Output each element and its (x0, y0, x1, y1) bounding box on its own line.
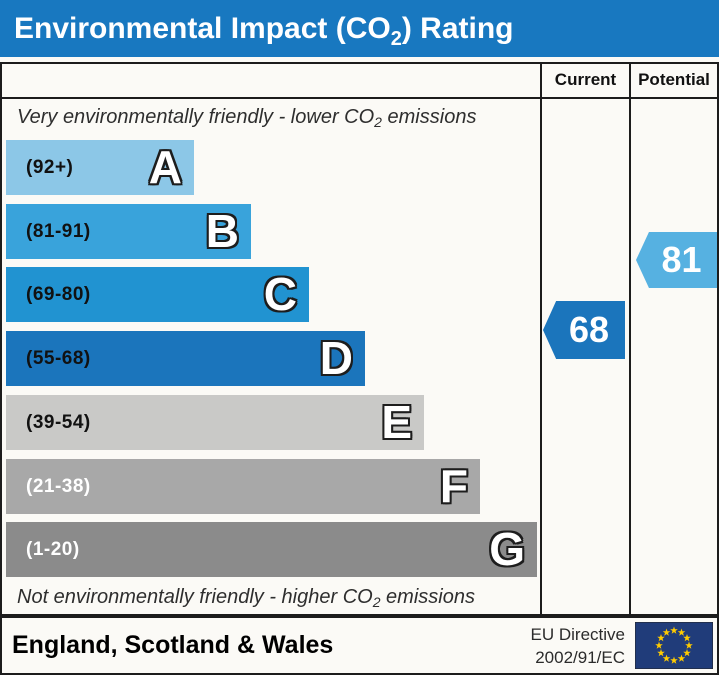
title-bar: Environmental Impact (CO2) Rating (0, 0, 719, 57)
band-F: (21-38) F (6, 459, 480, 514)
band-range-label: (39-54) (26, 412, 91, 433)
chart-box (0, 62, 719, 616)
co2-subscript: 2 (374, 114, 382, 130)
band-B: (81-91) B (6, 204, 251, 259)
band-letter: B (205, 205, 239, 257)
column-header-current: Current (554, 70, 617, 89)
co2-subscript: 2 (372, 594, 381, 610)
band-letter: E (381, 396, 412, 448)
band-range-label: (69-80) (26, 284, 91, 305)
band-G: (1-20) G (6, 522, 537, 577)
band-A: (92+) A (6, 140, 194, 195)
band-range-label: (81-91) (26, 221, 91, 242)
co2-subscript: 2 (390, 28, 402, 50)
band-range-label: (1-20) (26, 539, 80, 560)
band-track: (92+) A (81-91) B (69-80) C (55-68) D (39-54) E (2… (6, 140, 540, 582)
band-range-label: (21-38) (26, 476, 91, 497)
band-range-label: (55-68) (26, 348, 91, 369)
band-letter: D (319, 332, 353, 384)
region-label: England, Scotland & Wales (12, 631, 334, 659)
band-C: (69-80) C (6, 267, 309, 322)
column-header-potential: Potential (638, 70, 710, 89)
eu-flag-icon (635, 622, 713, 669)
band-letter: F (439, 460, 468, 512)
potential-rating-value: 81 (661, 239, 702, 280)
header-divider (0, 97, 719, 99)
footer-bar (0, 616, 719, 675)
band-range-label: (92+) (26, 157, 74, 178)
eu-directive-label: EU Directive 2002/91/EC (531, 623, 625, 669)
band-letter: G (489, 523, 525, 575)
page-title: Environmental Impact (CO2) Rating (14, 12, 514, 50)
band-letter: A (148, 141, 182, 193)
bottom-note: Not environmentally friendly - higher CO… (17, 586, 475, 610)
eu-directive-line1: EU Directive (530, 625, 625, 644)
eu-directive-line2: 2002/91/EC (535, 648, 625, 667)
band-letter: C (263, 268, 297, 320)
current-rating-value: 68 (568, 309, 610, 350)
divider-current-column (540, 62, 542, 616)
divider-potential-column (629, 62, 631, 616)
current-rating-arrow: 68 (543, 301, 625, 359)
potential-rating-arrow: 81 (636, 232, 717, 288)
band-D: (55-68) D (6, 331, 365, 386)
top-note: Very environmentally friendly - lower CO… (17, 106, 477, 130)
band-E: (39-54) E (6, 395, 424, 450)
